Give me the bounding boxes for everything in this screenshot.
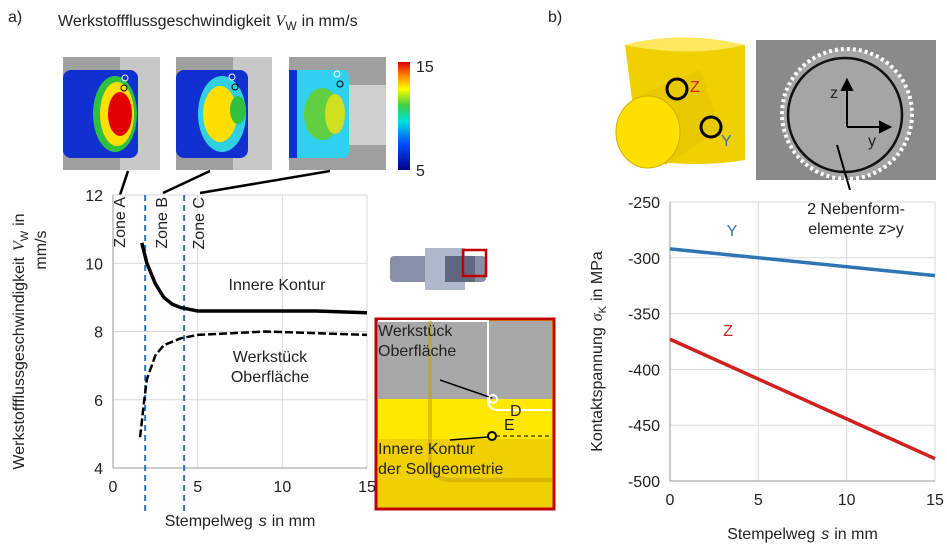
y-tick-label: -250 bbox=[628, 195, 660, 212]
x-label-text: Stempelweg bbox=[165, 513, 253, 530]
x-tick-label: 15 bbox=[926, 492, 944, 509]
inset-line: Innere Kontur bbox=[378, 441, 475, 458]
panel-label: a) bbox=[8, 9, 22, 26]
panel-label: b) bbox=[548, 9, 562, 26]
sim-image bbox=[63, 57, 160, 170]
title-symbol: V bbox=[276, 13, 288, 30]
y-label-symbol: V bbox=[11, 239, 28, 251]
title-unit: in mm/s bbox=[302, 13, 358, 30]
colorbar bbox=[398, 62, 410, 170]
y-label-text: Werkstoffflussgeschwindigkeit bbox=[11, 256, 28, 469]
series-label: Y bbox=[726, 223, 738, 240]
inset-point: D bbox=[510, 403, 522, 420]
x-label-symbol: s bbox=[821, 526, 829, 543]
title-text: Werkstoffflussgeschwindigkeit bbox=[58, 13, 271, 30]
x-tick-label: 10 bbox=[838, 492, 856, 509]
y-tick-label: 4 bbox=[94, 461, 103, 478]
part-render bbox=[615, 37, 745, 169]
y-label-subscript: K bbox=[597, 305, 609, 313]
photo bbox=[756, 40, 936, 191]
inset-label: Innere Kontur der Sollgeometrie bbox=[378, 440, 554, 480]
y-tick-label: -450 bbox=[628, 418, 660, 435]
x-tick-label: 15 bbox=[358, 479, 376, 496]
y-label-unit: in MPa bbox=[589, 251, 606, 301]
axis-letter: z bbox=[830, 85, 838, 102]
x-tick-label: 10 bbox=[273, 479, 291, 496]
y-axis-label: mm/s bbox=[33, 230, 50, 269]
series-label: Werkstück Oberfläche bbox=[230, 349, 310, 386]
x-tick-label: 0 bbox=[666, 492, 675, 509]
series-line bbox=[140, 242, 368, 315]
y-tick-label: -400 bbox=[628, 362, 660, 379]
zone-label: Zone B bbox=[154, 197, 171, 249]
x-axis-label: Stempelweg s in mm bbox=[165, 513, 316, 530]
series-line bbox=[669, 337, 936, 461]
sim-title: Werkstoffflussgeschwindigkeit VW in mm/s bbox=[58, 13, 358, 33]
inset-label: Werkstück Oberfläche bbox=[378, 322, 488, 362]
y-label-unit: in bbox=[11, 213, 28, 225]
sim-image bbox=[176, 57, 272, 170]
y-label-text: Kontaktspannung bbox=[589, 327, 606, 452]
series-label: Innere Kontur bbox=[228, 277, 326, 294]
y-tick-label: -300 bbox=[628, 251, 660, 268]
zone-label: Zone A bbox=[112, 197, 129, 248]
zone-label: Zone C bbox=[191, 197, 208, 249]
inset-line: Oberfläche bbox=[378, 343, 457, 360]
y-tick-label: 10 bbox=[85, 256, 103, 273]
y-axis-label: Werkstoffflussgeschwindigkeit VWin bbox=[11, 213, 31, 469]
x-tick-label: 0 bbox=[109, 479, 118, 496]
inset-line: Werkstück bbox=[378, 323, 453, 340]
x-axis-label: Stempelweg s in mm bbox=[727, 526, 878, 543]
x-label-unit: in mm bbox=[834, 526, 878, 543]
x-label-text: Stempelweg bbox=[727, 526, 815, 543]
x-label-unit: in mm bbox=[272, 513, 316, 530]
sim-image bbox=[289, 57, 386, 170]
axis-letter: y bbox=[868, 133, 876, 150]
colorbar-min: 5 bbox=[416, 163, 425, 180]
part-sketch bbox=[390, 248, 488, 290]
annotation: 2 Nebenform- bbox=[807, 201, 905, 218]
y-label-symbol: σ bbox=[589, 312, 606, 321]
title-subscript: W bbox=[285, 19, 297, 33]
series-line bbox=[138, 330, 368, 438]
y-tick-label: 6 bbox=[94, 393, 103, 410]
inset-line: der Sollgeometrie bbox=[378, 461, 504, 478]
x-label-symbol: s bbox=[259, 513, 267, 530]
marker-label: Z bbox=[690, 79, 700, 96]
y-axis-label: Kontaktspannung σKin MPa bbox=[589, 251, 609, 452]
x-tick-label: 5 bbox=[754, 492, 763, 509]
series-label: Z bbox=[723, 323, 733, 340]
inset bbox=[374, 317, 556, 511]
annotation: elemente z>y bbox=[808, 221, 904, 238]
y-tick-label: 8 bbox=[94, 325, 103, 342]
colorbar-max: 15 bbox=[416, 59, 434, 76]
y-tick-label: -350 bbox=[628, 307, 660, 324]
y-label-subscript: W bbox=[19, 230, 31, 241]
inset-point: E bbox=[504, 417, 515, 434]
x-tick-label: 5 bbox=[193, 479, 202, 496]
y-tick-label: -500 bbox=[628, 474, 660, 491]
marker-label: Y bbox=[721, 133, 732, 150]
series-line bbox=[669, 247, 936, 278]
callout-lines bbox=[118, 169, 331, 196]
y-tick-label: 12 bbox=[85, 188, 103, 205]
